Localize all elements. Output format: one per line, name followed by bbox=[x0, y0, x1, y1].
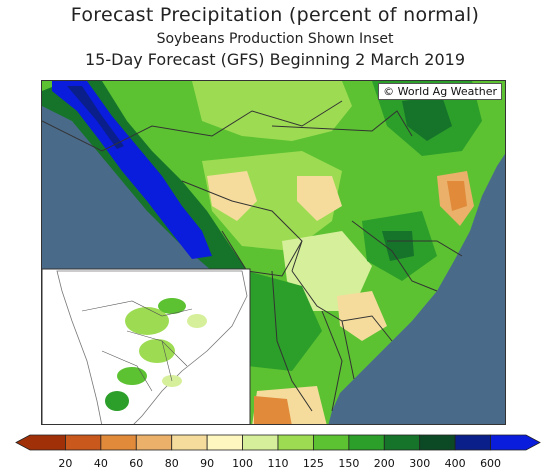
legend-swatch bbox=[135, 434, 173, 451]
inset-borders bbox=[81, 300, 193, 392]
dry-patch bbox=[254, 396, 292, 424]
wet-area bbox=[382, 231, 414, 261]
legend-tick-label: 110 bbox=[268, 457, 289, 470]
legend-tick-label: 60 bbox=[129, 457, 143, 470]
light-green-patch bbox=[282, 231, 372, 311]
country-borders bbox=[42, 100, 463, 412]
legend-swatch bbox=[242, 434, 279, 451]
legend-swatch bbox=[383, 434, 421, 451]
legend-swatch bbox=[348, 434, 385, 451]
light-green-patch bbox=[192, 81, 352, 141]
legend-tick-label: 150 bbox=[338, 457, 359, 470]
wet-area bbox=[247, 271, 322, 371]
legend-swatch bbox=[313, 434, 350, 451]
legend-tick-label: 600 bbox=[480, 457, 501, 470]
legend-swatch bbox=[277, 434, 314, 451]
dry-patch bbox=[337, 291, 387, 341]
legend-swatch bbox=[65, 434, 102, 451]
legend-swatch bbox=[419, 434, 456, 451]
legend-swatch bbox=[15, 434, 66, 451]
legend-tick-label: 100 bbox=[232, 457, 253, 470]
legend-swatch bbox=[171, 434, 208, 451]
map-subtitle: Soybeans Production Shown Inset bbox=[156, 31, 394, 47]
color-scale-legend: 20 40 60 80 90 100 110 125 150 200 300 400 600 bbox=[15, 431, 541, 473]
legend-tick-label: 90 bbox=[200, 457, 214, 470]
legend-tick-label: 125 bbox=[303, 457, 324, 470]
legend-swatch bbox=[454, 434, 491, 451]
forecast-period: 15-Day Forecast (GFS) Beginning 2 March … bbox=[84, 50, 466, 69]
dry-patch bbox=[207, 171, 257, 221]
legend-swatch bbox=[206, 434, 243, 451]
dry-patch bbox=[297, 176, 342, 221]
precipitation-map: © World Ag Weather bbox=[41, 80, 506, 425]
legend-tick-label: 40 bbox=[94, 457, 108, 470]
legend-tick-label: 80 bbox=[165, 457, 179, 470]
legend-tick-label: 20 bbox=[58, 457, 72, 470]
dry-patch bbox=[447, 181, 467, 211]
wet-area bbox=[402, 96, 452, 141]
legend-swatch bbox=[490, 434, 541, 451]
andes-extreme-strip bbox=[67, 86, 124, 149]
legend-tick-label: 300 bbox=[409, 457, 430, 470]
legend-tick-label: 400 bbox=[445, 457, 466, 470]
legend-tick-label: 200 bbox=[374, 457, 395, 470]
legend-swatch bbox=[100, 434, 137, 451]
map-title: Forecast Precipitation (percent of norma… bbox=[70, 4, 480, 26]
credit-label: © World Ag Weather bbox=[378, 83, 502, 100]
soybean-inset bbox=[42, 268, 251, 424]
andes-very-wet-strip bbox=[52, 81, 212, 259]
